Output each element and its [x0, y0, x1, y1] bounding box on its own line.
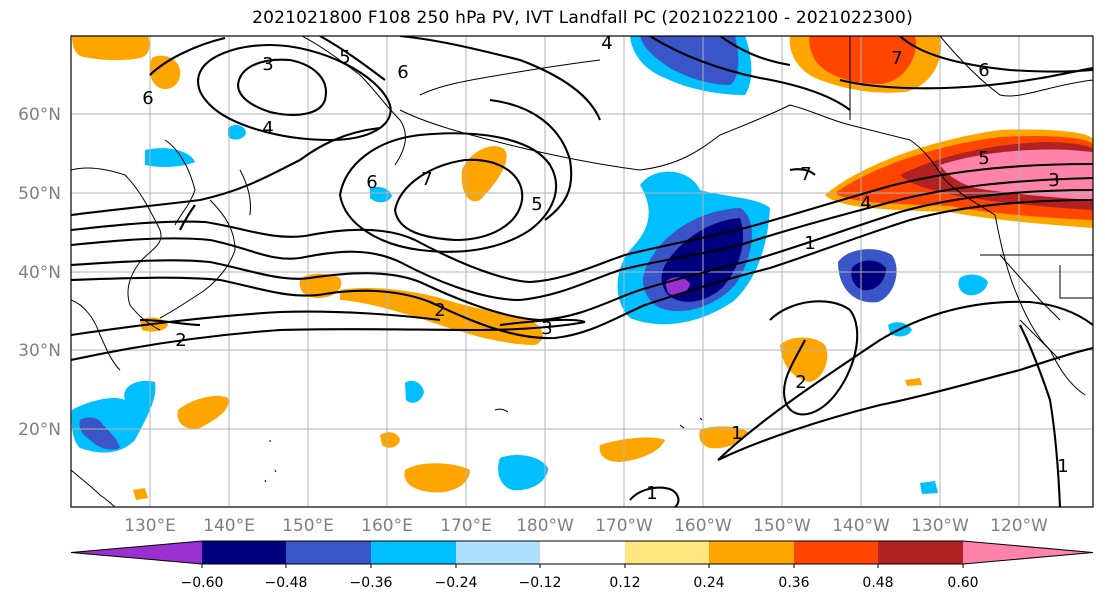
map-frame	[70, 35, 1094, 508]
contour-label: 4	[601, 33, 612, 54]
lat-label: 40°N	[18, 263, 61, 283]
contour-label: 4	[262, 118, 273, 139]
contour-label: 4	[860, 193, 871, 214]
colorbar-segment	[963, 541, 1093, 564]
colorbar-segment	[371, 541, 456, 564]
positive-shading	[72, 36, 1093, 500]
lon-label: 140°W	[832, 516, 890, 536]
graticule	[71, 36, 1093, 507]
lat-label: 60°N	[18, 105, 61, 125]
colorbar-tick-label: −0.60	[181, 575, 224, 591]
contour-label: 3	[1048, 170, 1059, 191]
contour-labels: 3 4 5 6 6 4 7 6 5 2 2 3 1 4 5 3 7 7 6 2 …	[142, 33, 1068, 504]
lon-label: 170°W	[595, 516, 653, 536]
contour-label: 5	[339, 47, 350, 68]
colorbar-ticks: −0.60 −0.48 −0.36 −0.24 −0.12 0.12 0.24 …	[181, 575, 979, 591]
colorbar-tick-label: 0.48	[862, 575, 893, 591]
contour-label: 7	[421, 169, 432, 190]
contour-label: 1	[804, 233, 815, 254]
colorbar-segment	[71, 541, 202, 564]
lat-label: 20°N	[18, 420, 61, 440]
colorbar-tick-label: 0.12	[609, 575, 640, 591]
contour-label: 7	[891, 48, 902, 69]
lon-label: 130°E	[124, 516, 176, 536]
lon-label: 160°E	[361, 516, 413, 536]
lon-label: 180°W	[516, 516, 574, 536]
colorbar-tick-label: 0.24	[693, 575, 724, 591]
lon-label: 150°E	[282, 516, 334, 536]
colorbar-segment	[202, 541, 286, 564]
map-title: 2021021800 F108 250 hPa PV, IVT Landfall…	[252, 8, 913, 28]
lon-label: 120°W	[990, 516, 1048, 536]
contour-label: 1	[1057, 456, 1068, 477]
contour-label: 1	[731, 423, 742, 444]
pv-contours	[71, 36, 1093, 507]
lat-label: 50°N	[18, 184, 61, 204]
colorbar-segment	[625, 541, 709, 564]
contour-label: 2	[795, 372, 806, 393]
colorbar-tick-label: −0.24	[435, 575, 478, 591]
lon-label: 170°E	[440, 516, 492, 536]
lon-label: 160°W	[674, 516, 732, 536]
colorbar	[70, 540, 1094, 568]
lon-label: 150°W	[753, 516, 811, 536]
contour-label: 2	[434, 300, 445, 321]
colorbar-segment	[540, 541, 625, 564]
colorbar-segment	[709, 541, 794, 564]
latitude-labels: 60°N 50°N 40°N 30°N 20°N	[18, 105, 61, 440]
contour-label: 6	[978, 60, 989, 81]
lon-label: 130°W	[911, 516, 969, 536]
contour-label: 2	[175, 330, 186, 351]
contour-label: 3	[262, 54, 273, 75]
contour-label: 5	[978, 148, 989, 169]
colorbar-segment	[794, 541, 878, 564]
colorbar-segment	[286, 541, 371, 564]
colorbar-tick-label: −0.48	[265, 575, 308, 591]
contour-label: 6	[142, 88, 153, 109]
contour-label: 6	[366, 172, 377, 193]
contour-label: 1	[646, 483, 657, 504]
lon-label: 140°E	[203, 516, 255, 536]
colorbar-segment	[878, 541, 963, 564]
lat-label: 30°N	[18, 341, 61, 361]
colorbar-tick-label: 0.36	[778, 575, 809, 591]
contour-label: 3	[541, 318, 552, 339]
colorbar-tick-label: −0.36	[350, 575, 393, 591]
longitude-labels: 130°E 140°E 150°E 160°E 170°E 180°W 170°…	[124, 516, 1048, 536]
colorbar-tick-label: −0.12	[519, 575, 562, 591]
contour-label: 5	[531, 194, 542, 215]
colorbar-tick-label: 0.60	[947, 575, 978, 591]
contour-label: 6	[397, 62, 408, 83]
contour-label: 7	[800, 164, 811, 185]
colorbar-segment	[456, 541, 540, 564]
